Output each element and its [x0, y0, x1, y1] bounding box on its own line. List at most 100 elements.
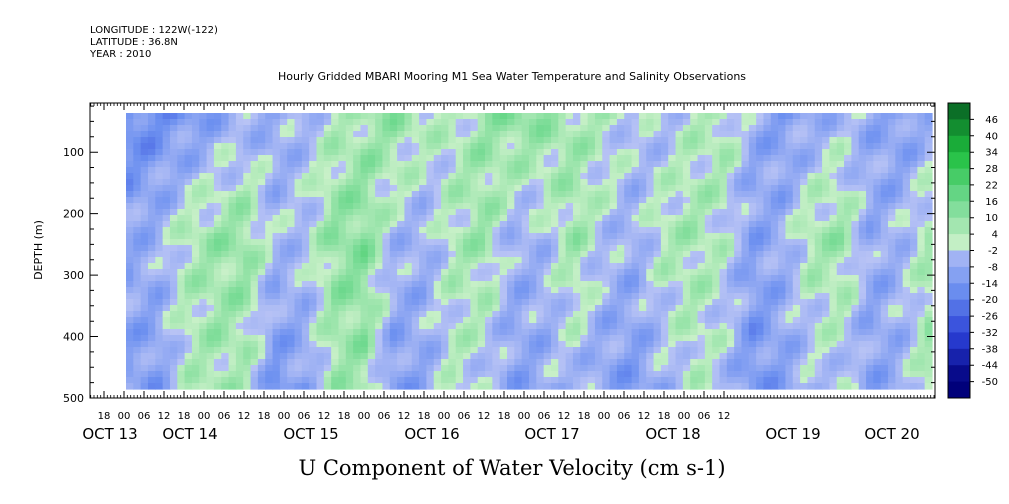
heatmap-cell: [169, 281, 178, 288]
heatmap-cell: [492, 149, 501, 156]
heatmap-cell: [485, 137, 493, 144]
heatmap-cell: [389, 197, 398, 204]
heatmap-cell: [521, 293, 530, 300]
heatmap-cell: [719, 137, 728, 144]
heatmap-cell: [448, 311, 457, 318]
heatmap-cell: [719, 179, 728, 186]
heatmap-cell: [448, 269, 457, 276]
heatmap-cell: [763, 251, 772, 258]
heatmap-cell: [653, 251, 662, 258]
heatmap-cell: [770, 383, 779, 390]
heatmap-cell: [199, 197, 208, 204]
heatmap-cell: [543, 209, 552, 216]
heatmap-cell: [257, 155, 266, 162]
heatmap-cell: [345, 311, 354, 318]
heatmap-cell: [836, 347, 845, 354]
heatmap-cell: [162, 113, 171, 120]
heatmap-cell: [844, 299, 852, 306]
heatmap-cell: [250, 311, 259, 318]
heatmap-cell: [580, 209, 589, 216]
heatmap-cell: [616, 215, 625, 222]
heatmap-cell: [191, 275, 200, 282]
heatmap-cell: [126, 281, 134, 288]
heatmap-cell: [690, 269, 699, 276]
heatmap-cell: [309, 293, 318, 300]
heatmap-cell: [147, 209, 156, 216]
heatmap-cell: [367, 251, 376, 258]
heatmap-cell: [455, 311, 464, 318]
heatmap-cell: [279, 227, 288, 234]
heatmap-cell: [397, 167, 406, 174]
heatmap-cell: [309, 173, 318, 180]
heatmap-cell: [565, 185, 574, 192]
heatmap-cell: [558, 311, 567, 318]
heatmap-cell: [646, 263, 655, 270]
heatmap-cell: [763, 173, 772, 180]
heatmap-cell: [748, 317, 757, 324]
heatmap-cell: [353, 179, 362, 186]
heatmap-cell: [287, 263, 296, 270]
heatmap-cell: [228, 383, 237, 390]
heatmap-cell: [616, 191, 625, 198]
heatmap-cell: [162, 299, 171, 306]
heatmap-cell: [800, 251, 809, 258]
heatmap-cell: [763, 215, 772, 222]
heatmap-cell: [470, 131, 479, 138]
heatmap-cell: [243, 131, 252, 138]
heatmap-cell: [587, 245, 596, 252]
heatmap-cell: [851, 227, 860, 234]
heatmap-cell: [448, 263, 457, 270]
heatmap-cell: [389, 353, 398, 360]
heatmap-cell: [704, 227, 713, 234]
heatmap-cell: [382, 185, 391, 192]
heatmap-cell: [646, 197, 655, 204]
heatmap-cell: [910, 263, 918, 270]
heatmap-cell: [902, 185, 911, 192]
heatmap-cell: [441, 191, 449, 198]
heatmap-cell: [272, 161, 281, 168]
heatmap-cell: [690, 215, 699, 222]
heatmap-cell: [441, 353, 449, 360]
heatmap-cell: [682, 191, 691, 198]
heatmap-cell: [397, 215, 406, 222]
heatmap-cell: [763, 257, 772, 264]
heatmap-cell: [331, 263, 340, 270]
heatmap-cell: [345, 359, 354, 366]
heatmap-cell: [756, 251, 765, 258]
heatmap-cell: [441, 137, 449, 144]
heatmap-cell: [748, 293, 757, 300]
heatmap-cell: [844, 191, 852, 198]
heatmap-cell: [485, 275, 493, 282]
heatmap-cell: [235, 239, 244, 246]
heatmap-cell: [221, 179, 230, 186]
heatmap-cell: [565, 347, 574, 354]
heatmap-cell: [866, 245, 874, 252]
heatmap-cell: [836, 221, 845, 228]
heatmap-cell: [558, 377, 567, 384]
heatmap-cell: [572, 113, 581, 120]
heatmap-cell: [126, 149, 134, 156]
heatmap-cell: [199, 329, 208, 336]
heatmap-cell: [367, 119, 376, 126]
heatmap-cell: [580, 161, 589, 168]
heatmap-cell: [243, 119, 252, 126]
heatmap-cell: [624, 227, 633, 234]
heatmap-cell: [653, 353, 662, 360]
heatmap-cell: [917, 239, 926, 246]
heatmap-cell: [389, 263, 398, 270]
heatmap-cell: [133, 209, 142, 216]
heatmap-cell: [287, 131, 296, 138]
heatmap-cell: [675, 317, 684, 324]
heatmap-cell: [565, 293, 574, 300]
heatmap-cell: [265, 113, 274, 120]
heatmap-cell: [580, 275, 589, 282]
heatmap-cell: [668, 227, 677, 234]
heatmap-cell: [455, 185, 464, 192]
heatmap-cell: [888, 323, 896, 330]
heatmap-cell: [272, 149, 281, 156]
heatmap-cell: [778, 329, 787, 336]
heatmap-cell: [411, 251, 420, 258]
heatmap-cell: [389, 113, 398, 120]
heatmap-cell: [880, 233, 889, 240]
heatmap-cell: [543, 293, 552, 300]
